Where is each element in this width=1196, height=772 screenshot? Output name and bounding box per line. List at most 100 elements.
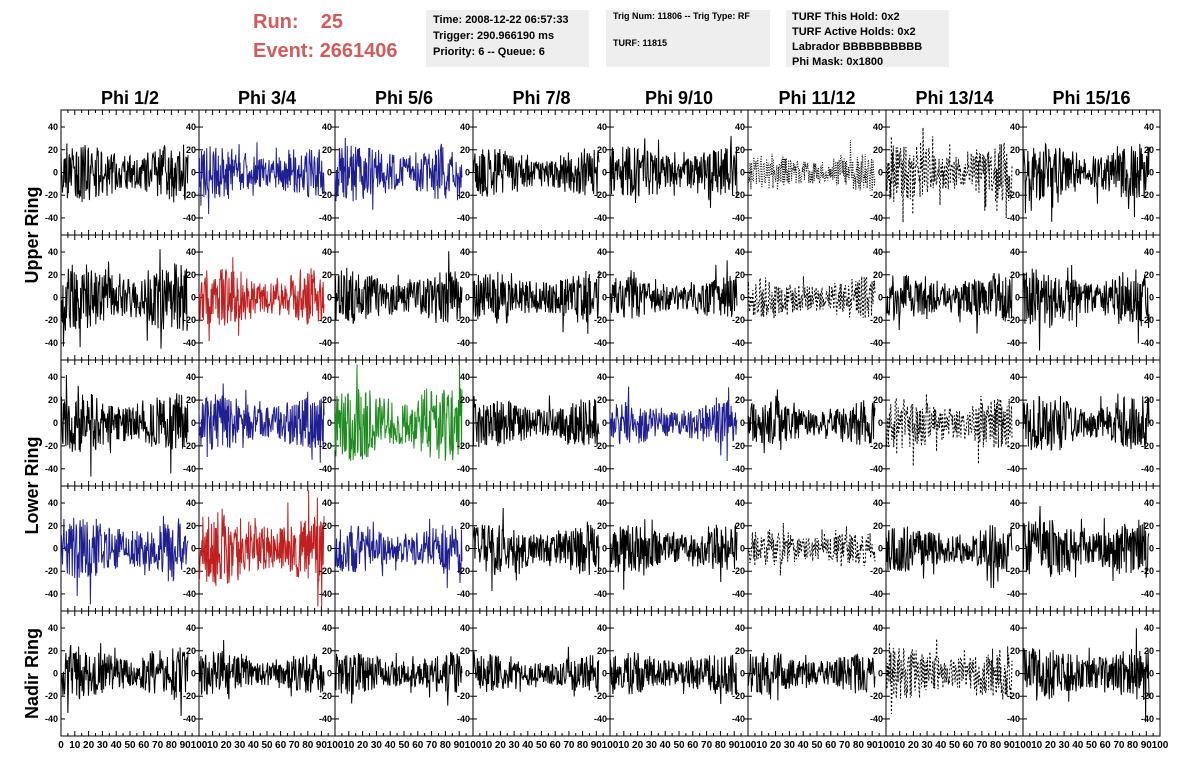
turf-info-box: TURF This Hold: 0x2 TURF Active Holds: 0… — [786, 10, 949, 68]
x-tick-label: 10 — [894, 740, 906, 751]
trace-r4-c6 — [747, 522, 876, 576]
y-tick-label: 20 — [48, 395, 58, 405]
x-tick-label: 80 — [440, 740, 452, 751]
y-tick-label: 0 — [602, 418, 607, 428]
x-tick-label: 70 — [976, 740, 988, 751]
y-tick-label: 0 — [878, 293, 883, 303]
y-tick-label: 0 — [878, 669, 883, 679]
y-tick-label-right: -40 — [1141, 213, 1154, 223]
x-tick-label: 70 — [152, 740, 164, 751]
y-tick-label-right: 0 — [1149, 544, 1154, 554]
trace-r2-c8 — [1022, 264, 1150, 351]
y-tick-label: 20 — [322, 395, 332, 405]
y-tick-label: 20 — [597, 395, 607, 405]
x-tick-label: 50 — [949, 740, 961, 751]
x-tick-label: 90 — [180, 740, 192, 751]
trace-r5-c3 — [334, 651, 463, 706]
y-tick-label: 0 — [191, 544, 196, 554]
y-tick-label: -40 — [732, 589, 745, 599]
y-tick-label: 20 — [735, 521, 745, 531]
trace-r2-c2 — [198, 257, 325, 342]
y-tick-label-right: -20 — [1141, 441, 1154, 451]
y-tick-label-right: -40 — [1141, 338, 1154, 348]
y-tick-label: 40 — [873, 498, 883, 508]
y-tick-label: -40 — [870, 213, 883, 223]
panel-r2-c1: -40 -20 0 20 40 — [45, 234, 200, 361]
y-tick-label: -40 — [732, 338, 745, 348]
x-tick-label: 10 — [1031, 740, 1043, 751]
trace-r1-c1 — [60, 143, 189, 203]
trace-r5-c6 — [747, 652, 876, 701]
x-tick-label: 20 — [495, 740, 507, 751]
y-tick-label: -20 — [594, 566, 607, 576]
y-tick-label: -20 — [319, 441, 332, 451]
y-tick-label: 20 — [735, 646, 745, 656]
y-tick-label: 0 — [465, 669, 470, 679]
y-tick-label: 0 — [740, 293, 745, 303]
y-tick-label: 40 — [597, 372, 607, 382]
trace-r3-c8 — [1022, 393, 1150, 452]
y-tick-label: 0 — [740, 544, 745, 554]
trace-r1-c5 — [609, 135, 738, 208]
y-tick-label: 0 — [465, 544, 470, 554]
trace-r2-c5 — [609, 260, 738, 319]
panel-r2-c4: -40 -20 0 20 40 — [457, 234, 611, 361]
panel-r4-c1: -40 -20 0 20 40 — [45, 485, 200, 612]
y-tick-label: 20 — [186, 145, 196, 155]
y-tick-label: 40 — [48, 247, 58, 257]
run-value: 25 — [320, 11, 344, 33]
y-tick-label: -40 — [594, 714, 607, 724]
y-tick-label: 0 — [740, 418, 745, 428]
y-tick-label: 0 — [1015, 544, 1020, 554]
y-tick-label: 40 — [48, 623, 58, 633]
y-tick-label: 0 — [465, 168, 470, 178]
x-tick-label: 60 — [825, 740, 837, 751]
y-tick-label: 40 — [597, 122, 607, 132]
y-tick-label: -40 — [1007, 338, 1020, 348]
x-tick-label: 0 — [58, 740, 64, 751]
y-tick-label: 0 — [327, 418, 332, 428]
y-tick-label: 20 — [1010, 395, 1020, 405]
y-tick-label: -20 — [183, 691, 196, 701]
y-tick-label: -40 — [319, 589, 332, 599]
y-tick-label: -40 — [870, 464, 883, 474]
y-tick-label: -40 — [870, 589, 883, 599]
y-tick-label: -20 — [870, 691, 883, 701]
y-tick-label: 20 — [597, 521, 607, 531]
trace-r2-c7 — [885, 272, 1013, 334]
y-tick-label-right: -40 — [1141, 589, 1154, 599]
y-tick-label: 40 — [186, 623, 196, 633]
trace-r1-c8 — [1022, 142, 1150, 222]
y-tick-label: -40 — [457, 714, 470, 724]
panel-r2-c2: -40 -20 0 20 40 — [183, 234, 336, 361]
y-tick-label: -20 — [870, 441, 883, 451]
panel-r2-c7: -40 -20 0 20 40 — [870, 234, 1024, 361]
row-title-3: Nadir Ring — [22, 628, 42, 719]
panel-r1-c7: -40 -20 0 20 40 — [870, 109, 1024, 236]
y-tick-label: 40 — [460, 247, 470, 257]
y-tick-label: 20 — [460, 395, 470, 405]
panel-r2-c8: -40 -20 0 20 40 -40 -20 0 20 40 — [1007, 234, 1161, 361]
y-tick-label-right: 20 — [1144, 521, 1154, 531]
x-tick-label: 80 — [302, 740, 314, 751]
y-tick-label: 40 — [873, 247, 883, 257]
y-tick-label: 20 — [186, 521, 196, 531]
trig-num-text: Trig Num: 11806 -- Trig Type: RF — [613, 11, 750, 21]
x-tick-label: 50 — [811, 740, 823, 751]
y-tick-label: 40 — [460, 122, 470, 132]
panel-r3-c2: -40 -20 0 20 40 — [183, 359, 336, 487]
panel-r4-c5: -40 -20 0 20 40 — [594, 485, 749, 612]
panel-frame — [885, 610, 1024, 737]
panel-r5-c8: -40 -20 0 20 40 -40 -20 0 20 40 — [1007, 610, 1161, 737]
x-tick-label: 30 — [509, 740, 521, 751]
x-tick-label: 10 — [69, 740, 81, 751]
phi-mask-text: Phi Mask: 0x1800 — [792, 56, 884, 68]
x-tick-label: 50 — [1086, 740, 1098, 751]
panel-r1-c5: -40 -20 0 20 40 — [594, 109, 749, 236]
trace-r3-c6 — [747, 389, 876, 454]
y-tick-label: 20 — [322, 521, 332, 531]
turf-this-hold-text: TURF This Hold: 0x2 — [792, 11, 900, 23]
y-tick-label: 20 — [460, 270, 470, 280]
y-tick-label: -40 — [319, 213, 332, 223]
y-tick-label: 20 — [1010, 145, 1020, 155]
